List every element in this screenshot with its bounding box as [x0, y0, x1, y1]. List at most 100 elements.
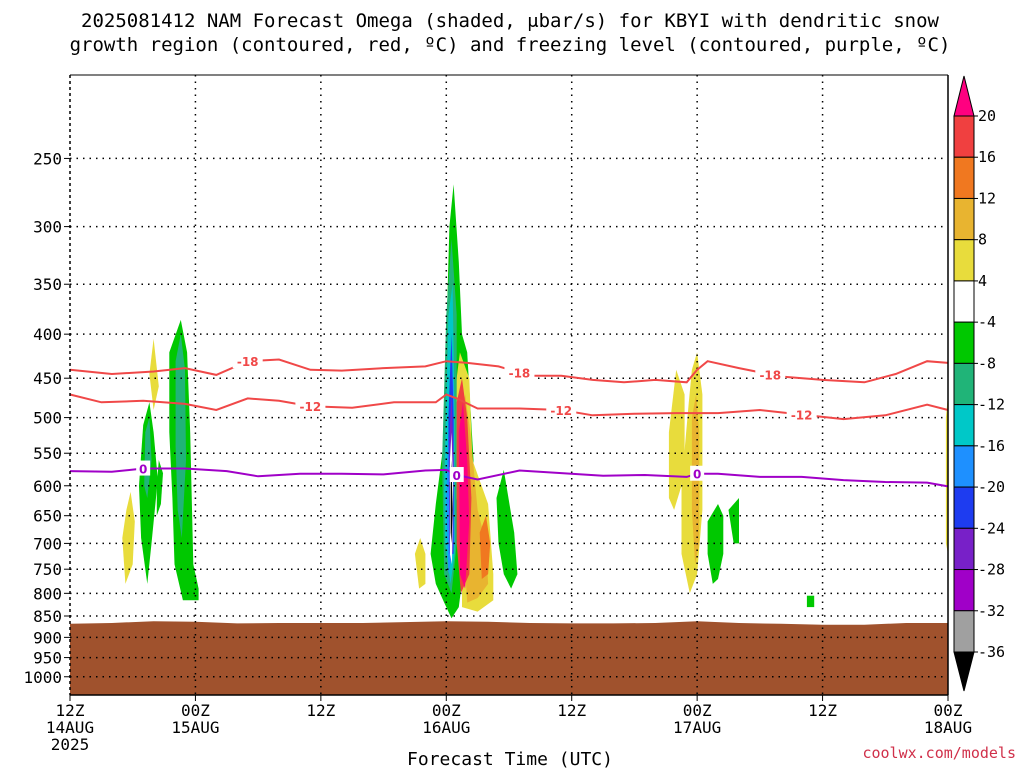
colorbar-label-1: 16	[978, 148, 996, 166]
credit-text: coolwx.com/models	[862, 744, 1016, 762]
plot-area: -18 -18 -18 -12 -12 -12 0 0 0 250 300 350 400 450 500 5…	[23, 74, 972, 754]
contour-label-bg	[546, 402, 577, 418]
x-tick-label-5-1: 17AUG	[673, 718, 721, 737]
contour-label-bg	[295, 398, 326, 414]
colorbar-label-5: -4	[978, 313, 996, 331]
contour-label-1-0: -12	[300, 400, 322, 414]
x-tick-label-1-0: 00Z	[181, 701, 210, 720]
contour-label-bg	[449, 467, 464, 483]
y-tick-label-600: 600	[33, 477, 62, 496]
contour-label-2-1: 0	[453, 469, 461, 483]
terrain-fill	[70, 621, 948, 695]
contour-label-0-0: -18	[237, 355, 259, 369]
contour-label-bg	[504, 364, 535, 380]
x-tick-label-1-1: 15AUG	[171, 718, 219, 737]
contour-label-0-2: -18	[759, 368, 781, 382]
colorbar-swatch-13	[953, 610, 975, 653]
x-tick-label-7-0: 00Z	[934, 701, 963, 720]
contour-label-bg	[136, 460, 151, 476]
y-tick-label-700: 700	[33, 534, 62, 553]
x-tick-label-5-0: 00Z	[683, 701, 712, 720]
y-tick-label-400: 400	[33, 325, 62, 344]
chart-title-line1: 2025081412 NAM Forecast Omega (shaded, μ…	[81, 10, 939, 32]
contour-label-1-2: -12	[791, 409, 813, 423]
omega-region-6	[175, 334, 186, 538]
x-tick-label-4-0: 12Z	[557, 701, 586, 720]
colorbar-label-4: 4	[978, 272, 987, 290]
y-tick-label-650: 650	[33, 507, 62, 526]
colorbar-swatch-5	[953, 280, 975, 323]
omega-region-4	[144, 417, 152, 498]
colorbar-swatch-4	[953, 239, 975, 282]
colorbar-swatch-8	[953, 404, 975, 447]
y-tick-label-950: 950	[33, 649, 62, 668]
contour-line-2	[69, 467, 949, 488]
y-tick-label-900: 900	[33, 628, 62, 647]
omega-region-1	[149, 338, 159, 410]
x-tick-label-0-0: 12Z	[56, 701, 85, 720]
colorbar-label-10: -24	[978, 519, 1005, 537]
contour-label-2-2: 0	[693, 468, 701, 482]
x-tick-label-6-0: 12Z	[808, 701, 837, 720]
x-tick-label-3-0: 00Z	[432, 701, 461, 720]
colorbar-label-0: 20	[978, 107, 996, 125]
x-tick-label-0-2: 2025	[51, 735, 90, 754]
chart-title-line2: growth region (contoured, red, ºC) and f…	[70, 34, 951, 56]
omega-region-2	[139, 402, 158, 584]
colorbar-swatch-2	[953, 156, 975, 199]
contour-label-bg	[232, 353, 263, 369]
x-axis-title: Forecast Time (UTC)	[407, 749, 613, 768]
y-tick-label-350: 350	[33, 275, 62, 294]
colorbar-label-2: 12	[978, 189, 996, 207]
y-tick-label-1000: 1000	[23, 668, 62, 687]
colorbar-label-12: -32	[978, 602, 1005, 620]
omega-region-3	[156, 460, 163, 516]
colorbar-bottom-arrow	[953, 651, 975, 692]
omega-region-0	[122, 491, 135, 584]
y-tick-label-300: 300	[33, 218, 62, 237]
omega-region-19	[458, 402, 470, 589]
omega-region-21	[496, 469, 518, 589]
colorbar-swatch-6	[953, 321, 975, 364]
omega-region-27	[806, 595, 815, 608]
contour-label-bg	[786, 406, 817, 422]
omega-region-25	[707, 504, 724, 584]
colorbar-label-13: -36	[978, 643, 1005, 661]
colorbar-label-8: -16	[978, 437, 1005, 455]
omega-region-7	[414, 538, 426, 589]
y-tick-label-550: 550	[33, 444, 62, 463]
colorbar-top-arrow	[953, 75, 975, 117]
y-tick-label-850: 850	[33, 607, 62, 626]
y-tick-label-250: 250	[33, 149, 62, 168]
contour-label-bg	[755, 366, 786, 382]
colorbar-swatch-7	[953, 362, 975, 406]
x-tick-label-3-1: 16AUG	[422, 718, 470, 737]
contour-label-bg	[690, 465, 705, 481]
x-tick-label-7-1: 18AUG	[924, 718, 972, 737]
contour-label-2-0: 0	[139, 463, 147, 477]
x-tick-label-2-0: 12Z	[306, 701, 335, 720]
x-tick-label-0-1: 14AUG	[46, 718, 94, 737]
colorbar-swatch-10	[953, 486, 975, 529]
colorbar-swatch-11	[953, 527, 975, 571]
colorbar: 20 16 12 8 4 -4 -8 -12 -16 -20 -24 -28 -32 -36	[953, 75, 1005, 692]
y-tick-label-500: 500	[33, 409, 62, 428]
colorbar-swatch-3	[953, 197, 975, 241]
colorbar-label-11: -28	[978, 561, 1005, 579]
colorbar-swatch-9	[953, 445, 975, 488]
colorbar-label-3: 8	[978, 231, 987, 249]
colorbar-label-7: -12	[978, 396, 1005, 414]
contour-label-0-1: -18	[509, 367, 531, 381]
y-tick-label-450: 450	[33, 369, 62, 388]
colorbar-label-9: -20	[978, 478, 1005, 496]
omega-region-22	[668, 369, 685, 510]
omega-region-26	[728, 498, 739, 544]
colorbar-swatch-12	[953, 569, 975, 612]
y-tick-label-800: 800	[33, 584, 62, 603]
y-tick-label-750: 750	[33, 560, 62, 579]
omega-region-20	[479, 515, 491, 579]
contour-label-1-1: -12	[550, 404, 572, 418]
colorbar-label-6: -8	[978, 354, 996, 372]
colorbar-swatch-1	[953, 115, 975, 158]
